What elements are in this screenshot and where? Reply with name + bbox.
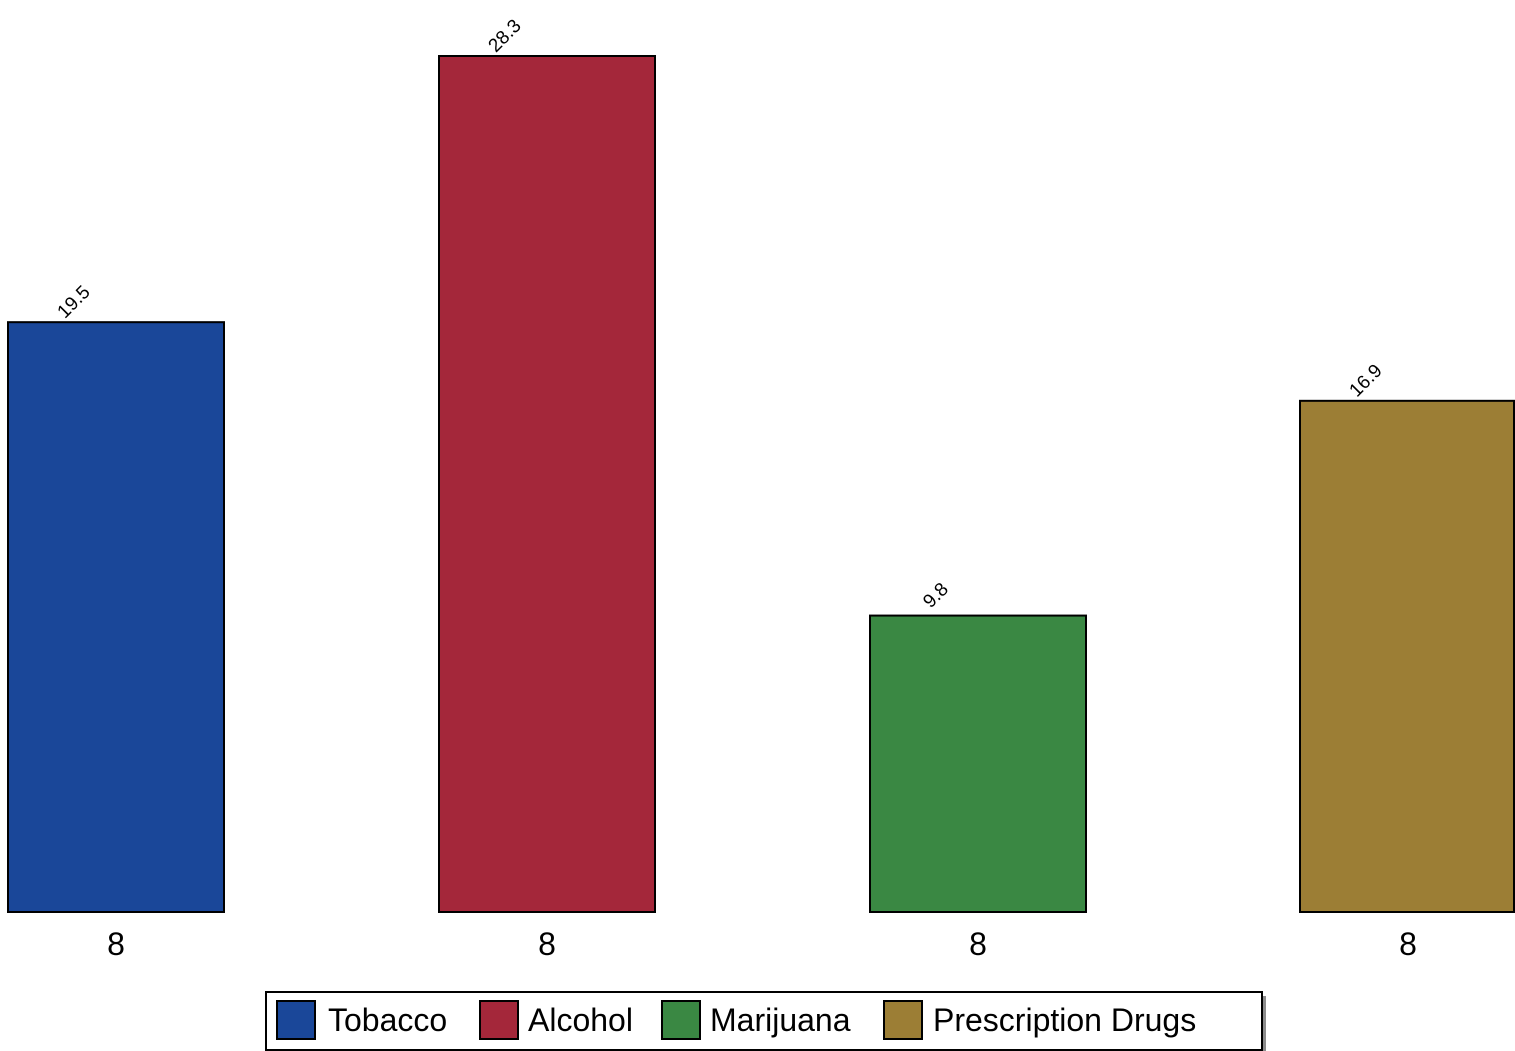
value-labels-group: 19.5 28.3 9.8 16.9 (54, 16, 1387, 613)
data-label-alcohol: 28.3 (485, 16, 526, 57)
legend-swatch-marijuana (661, 1000, 701, 1040)
legend: Tobacco Alcohol Marijuana Prescription Drug… (265, 991, 1266, 1051)
legend-label-marijuana: Marijuana (710, 1002, 851, 1038)
data-label-prescription-drugs: 16.9 (1346, 360, 1387, 401)
legend-swatch-tobacco (276, 1000, 316, 1040)
bars-group (7, 55, 1515, 914)
legend-items: Tobacco Alcohol Marijuana Prescription Drug… (276, 1000, 1196, 1040)
legend-label-alcohol: Alcohol (528, 1002, 633, 1038)
x-tick-label: 8 (538, 926, 556, 962)
data-label-tobacco: 19.5 (54, 282, 95, 323)
x-tick-label: 8 (969, 926, 987, 962)
data-label-marijuana: 9.8 (919, 579, 953, 613)
legend-box (265, 991, 1263, 1051)
legend-label-prescription-drugs: Prescription Drugs (933, 1002, 1196, 1038)
legend-swatch-prescription-drugs (883, 1000, 923, 1040)
bar-tobacco (7, 321, 225, 913)
x-tick-labels-group: 8 8 8 8 (107, 926, 1417, 962)
bar-prescription-drugs (1299, 399, 1515, 913)
x-tick-label: 8 (1399, 926, 1417, 962)
legend-swatch-alcohol (479, 1000, 519, 1040)
legend-label-tobacco: Tobacco (328, 1002, 447, 1038)
bar-alcohol (438, 55, 656, 913)
bar-marijuana (869, 614, 1087, 914)
x-tick-label: 8 (107, 926, 125, 962)
